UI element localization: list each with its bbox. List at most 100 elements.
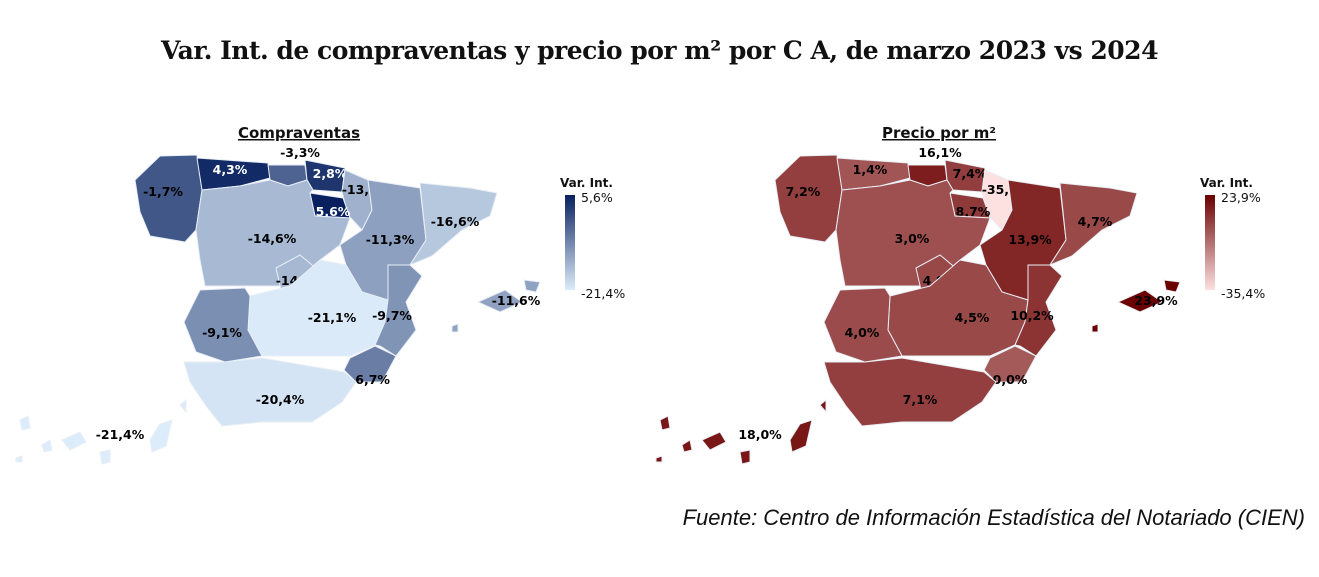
region-value-label: -14,6% bbox=[248, 231, 297, 246]
region-value-label: -9,7% bbox=[372, 308, 412, 323]
region-murcia[interactable]: -6,7% bbox=[343, 345, 397, 387]
legend-max-label: 23,9% bbox=[1221, 190, 1261, 205]
region-extremadura[interactable]: -9,1% bbox=[183, 287, 263, 363]
region-castilla-y-león[interactable]: 3,0% bbox=[835, 179, 991, 287]
region-andalucía[interactable]: 7,1% bbox=[823, 357, 997, 427]
region-shape bbox=[944, 159, 986, 193]
legend-min-label: -21,4% bbox=[581, 286, 625, 301]
legend-gradient-bar bbox=[1205, 195, 1215, 290]
region-shape bbox=[15, 455, 23, 463]
region-shape bbox=[41, 439, 53, 453]
region-shape bbox=[681, 439, 693, 453]
region-shape bbox=[179, 398, 187, 414]
region-canarias[interactable]: 18,0% bbox=[655, 398, 827, 465]
region-shape bbox=[183, 287, 263, 363]
region-galicia[interactable]: 7,2% bbox=[774, 154, 843, 243]
legend-title: Var. Int. bbox=[1200, 176, 1253, 190]
region-shape bbox=[195, 179, 351, 287]
color-legend: Var. Int.5,6% -21,4% bbox=[560, 176, 625, 301]
region-la-rioja[interactable]: 8,7% bbox=[949, 192, 991, 219]
region-cataluña[interactable]: 4,7% bbox=[1048, 182, 1138, 267]
region-shape bbox=[61, 431, 87, 451]
region-andalucía[interactable]: -20,4% bbox=[183, 357, 357, 427]
region-baleares[interactable]: -11,6% bbox=[451, 279, 541, 333]
map-title: Compraventas bbox=[238, 124, 360, 142]
region-shape bbox=[1163, 279, 1181, 293]
region-value-label: 23,9% bbox=[1134, 293, 1178, 308]
region-cataluña[interactable]: -16,6% bbox=[408, 182, 498, 267]
region-canarias[interactable]: -21,4% bbox=[15, 398, 187, 465]
region-asturias[interactable]: 4,3% bbox=[196, 157, 271, 191]
region-value-label: 8,7% bbox=[956, 204, 991, 219]
region-c-valenciana[interactable]: -9,7% bbox=[372, 264, 423, 357]
region-value-label: 4,5% bbox=[955, 310, 990, 325]
region-value-label: 5,6% bbox=[316, 204, 351, 219]
color-legend: Var. Int.23,9% -35,4% bbox=[1200, 176, 1265, 301]
region-value-label: -6,7% bbox=[350, 372, 390, 387]
region-value-label: -21,4% bbox=[96, 427, 145, 442]
region-value-label: 2,8% bbox=[313, 166, 348, 181]
region-shape bbox=[343, 345, 397, 383]
region-cantabria[interactable]: -3,3% bbox=[267, 145, 320, 187]
page-title: Var. Int. de compraventas y precio por m… bbox=[161, 36, 1158, 65]
region-value-label: -16,6% bbox=[431, 214, 480, 229]
region-value-label: 4,0% bbox=[845, 325, 880, 340]
region-extremadura[interactable]: 4,0% bbox=[823, 287, 903, 363]
legend-title: Var. Int. bbox=[560, 176, 613, 190]
region-value-label: -21,1% bbox=[308, 310, 357, 325]
region-país-vasco[interactable]: 7,4% bbox=[944, 159, 988, 193]
region-shape bbox=[823, 357, 997, 427]
region-cantabria[interactable]: 16,1% bbox=[907, 145, 962, 187]
region-value-label: -9,1% bbox=[202, 325, 242, 340]
region-shape bbox=[408, 182, 498, 267]
region-value-label: -1,7% bbox=[143, 184, 183, 199]
map-compraventas: Compraventas-1,7%4,3%-3,3%2,8%-13,6%5,6%… bbox=[15, 124, 625, 465]
region-castilla-y-león[interactable]: -14,6% bbox=[195, 179, 351, 287]
region-shape bbox=[655, 455, 663, 463]
region-shape bbox=[819, 398, 827, 414]
legend-gradient-bar bbox=[565, 195, 575, 290]
region-shape bbox=[304, 159, 346, 193]
region-value-label: -20,4% bbox=[256, 392, 305, 407]
region-shape bbox=[196, 157, 271, 191]
region-value-label: 4,7% bbox=[1078, 214, 1113, 229]
region-la-rioja[interactable]: 5,6% bbox=[309, 192, 351, 219]
region-shape bbox=[836, 157, 911, 191]
map-title: Precio por m² bbox=[882, 124, 996, 142]
region-shape bbox=[183, 357, 357, 427]
region-shape bbox=[523, 279, 541, 293]
region-murcia[interactable]: 0,0% bbox=[983, 345, 1037, 387]
region-shape bbox=[476, 289, 524, 313]
region-shape bbox=[659, 415, 671, 431]
map-precio: Precio por m² 7,2% 1,4% 16,1% 7,4% -35,4% 8,7%… bbox=[655, 124, 1265, 465]
region-value-label: 18,0% bbox=[738, 427, 782, 442]
region-value-label: 1,4% bbox=[853, 162, 888, 177]
region-value-label: 7,1% bbox=[903, 392, 938, 407]
region-shape bbox=[823, 287, 903, 363]
region-asturias[interactable]: 1,4% bbox=[836, 157, 911, 191]
source-note: Fuente: Centro de Información Estadístic… bbox=[682, 505, 1305, 530]
region-shape bbox=[19, 415, 31, 431]
region-value-label: 7,2% bbox=[786, 184, 821, 199]
region-shape bbox=[1116, 289, 1164, 313]
region-shape bbox=[789, 419, 813, 453]
region-shape bbox=[739, 449, 751, 465]
region-shape bbox=[451, 323, 459, 333]
region-shape bbox=[983, 345, 1037, 383]
region-baleares[interactable]: 23,9% bbox=[1091, 279, 1181, 333]
region-value-label: 0,0% bbox=[993, 372, 1028, 387]
region-galicia[interactable]: -1,7% bbox=[134, 154, 203, 243]
region-país-vasco[interactable]: 2,8% bbox=[304, 159, 348, 193]
legend-min-label: -35,4% bbox=[1221, 286, 1265, 301]
region-shape bbox=[835, 179, 991, 287]
legend-max-label: 5,6% bbox=[581, 190, 613, 205]
region-value-label: 4,3% bbox=[213, 162, 248, 177]
region-value-label: -11,6% bbox=[492, 293, 541, 308]
region-value-label: 3,0% bbox=[895, 231, 930, 246]
region-shape bbox=[701, 431, 727, 451]
region-shape bbox=[1091, 323, 1099, 333]
region-value-label: 16,1% bbox=[918, 145, 962, 160]
region-shape bbox=[1048, 182, 1138, 267]
region-shape bbox=[149, 419, 173, 453]
